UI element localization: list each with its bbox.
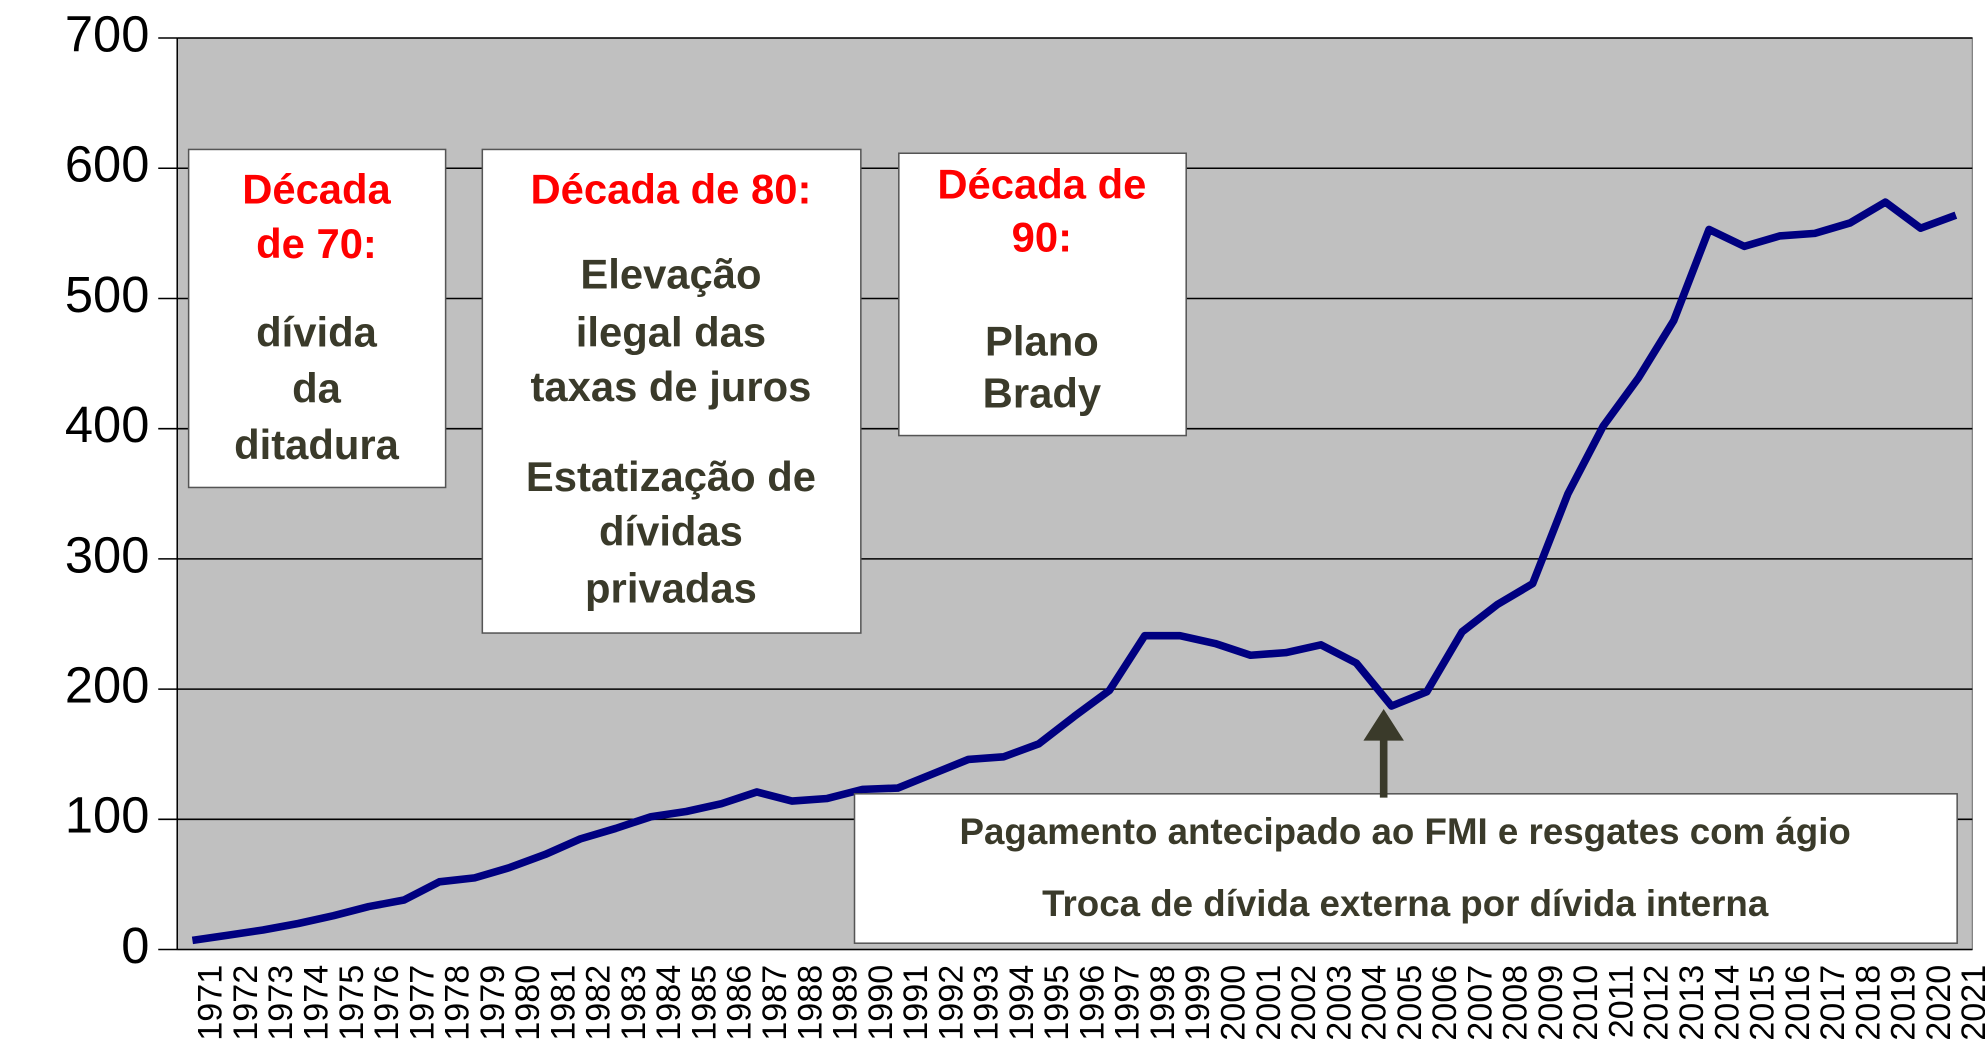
y-tick-label: 300: [65, 526, 149, 583]
annotation-text: da: [292, 364, 342, 411]
series: [191, 198, 1958, 945]
x-tick-label: 2003: [1320, 965, 1358, 1041]
annotation-text: dívida: [256, 309, 377, 356]
x-tick-label: 2013: [1673, 965, 1711, 1041]
x-tick-label: 2001: [1250, 965, 1288, 1041]
line: [191, 198, 1958, 945]
x-tick-label: 1990: [862, 965, 900, 1041]
x-tick-label: 2014: [1708, 965, 1746, 1041]
y-tick-label: 200: [65, 656, 149, 713]
x-tick-label: 1977: [403, 965, 441, 1041]
x-tick-label: 1972: [227, 965, 265, 1041]
x-tick-label: 2000: [1215, 965, 1253, 1041]
x-tick-label: 1996: [1073, 965, 1111, 1041]
x-tick-label: 2008: [1497, 965, 1535, 1041]
annotation-text: ilegal das: [576, 309, 766, 356]
x-tick-label: 2010: [1567, 965, 1605, 1041]
x-tick-label: 1988: [791, 965, 829, 1041]
y-tick-label: 500: [65, 266, 149, 323]
annotation-text: privadas: [585, 564, 757, 611]
x-tick-label: 1979: [474, 965, 512, 1041]
x-tick-label: 1989: [827, 965, 865, 1041]
annotation-box: [853, 793, 1958, 944]
annotation-text: Plano: [985, 317, 1099, 364]
x-tick-label: 2005: [1391, 965, 1429, 1041]
x-tick-label: 2019: [1885, 965, 1923, 1041]
x-tick-label: 1982: [580, 965, 618, 1041]
y-tick-label: 400: [65, 396, 149, 453]
x-tick-label: 2015: [1744, 965, 1782, 1041]
annotation-box: [481, 148, 862, 634]
annotation-text: taxas de juros: [531, 363, 812, 410]
x-tick-label: 1994: [1003, 965, 1041, 1041]
x-tick-label: 1995: [1038, 965, 1076, 1041]
x-tick-label: 2020: [1920, 965, 1958, 1041]
x-tick-label: 1987: [756, 965, 794, 1041]
x-tick-label: 1983: [615, 965, 653, 1041]
annotation-text: ditadura: [234, 421, 400, 468]
x-tick-label: 1974: [298, 965, 336, 1041]
x-tick-label: 1999: [1179, 965, 1217, 1041]
y-tick-label: 0: [121, 917, 149, 974]
x-tick-label: 2021: [1955, 965, 1985, 1041]
x-tick-label: 2002: [1285, 965, 1323, 1041]
annotation-text: Elevação: [580, 250, 761, 297]
annotation-box: [187, 148, 447, 489]
annotation-heading: Década de 80:: [530, 166, 811, 213]
annotation-heading: de 70:: [256, 220, 377, 267]
x-tick-label: 1975: [333, 965, 371, 1041]
annotation-heading: Década de: [937, 160, 1146, 207]
annotation-heading: 90:: [1012, 214, 1072, 261]
x-tick-label: 2016: [1779, 965, 1817, 1041]
y-tick-label: 100: [65, 787, 149, 844]
x-tick-label: 2009: [1532, 965, 1570, 1041]
x-tick-label: 1993: [968, 965, 1006, 1041]
x-tick-label: 1998: [1144, 965, 1182, 1041]
x-tick-label: 2011: [1602, 965, 1640, 1038]
x-tick-label: 1986: [721, 965, 759, 1041]
annotation-box: [898, 152, 1187, 437]
x-tick-label: 1980: [509, 965, 547, 1041]
x-tick-label: 1984: [650, 965, 688, 1041]
x-tick-label: 1976: [368, 965, 406, 1041]
x-tick-label: 1991: [897, 965, 935, 1041]
x-tick-label: 1992: [932, 965, 970, 1041]
x-tick-label: 1973: [262, 965, 300, 1041]
x-tick-label: 2018: [1849, 965, 1887, 1041]
annotation-text: Pagamento antecipado ao FMI e resgates c…: [960, 811, 1851, 852]
x-tick-label: 2017: [1814, 965, 1852, 1041]
annotation-text: Estatização de: [526, 453, 816, 500]
x-tick-label: 1971: [192, 965, 230, 1041]
annotations: Década de 70: dívida da ditadura Década de 80…: [187, 148, 1958, 944]
y-tick-label: 700: [65, 5, 149, 62]
annotation-text: Brady: [983, 369, 1101, 416]
arrow-head: [1363, 708, 1404, 741]
y-tick-label: 600: [65, 136, 149, 193]
annotation-text: Troca de dívida externa por dívida inter…: [1042, 883, 1769, 924]
x-tick-label: 2012: [1638, 965, 1676, 1041]
x-tick-label: 1997: [1109, 965, 1147, 1041]
x-tick-label: 2006: [1426, 965, 1464, 1041]
x-tick-label: 1978: [439, 965, 477, 1041]
annotation-heading: Década: [242, 166, 391, 213]
annotation-text: dívidas: [599, 507, 743, 554]
x-tick-label: 2007: [1461, 965, 1499, 1041]
x-tick-label: 2004: [1356, 965, 1394, 1041]
x-tick-label: 1981: [544, 965, 582, 1041]
x-tick-label: 1985: [685, 965, 723, 1041]
